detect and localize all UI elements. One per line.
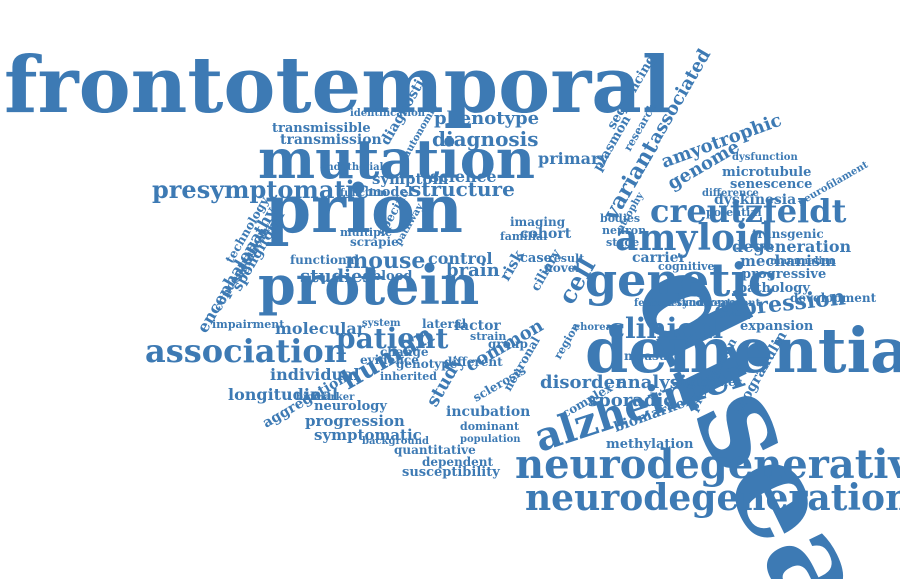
word-antibodies: antibodies <box>672 375 743 389</box>
word-difference: difference <box>702 188 759 199</box>
word-background: background <box>362 436 429 447</box>
word-mouse: mouse <box>345 248 425 274</box>
word-population: population <box>460 434 521 445</box>
word-pathology: pathology <box>738 281 810 296</box>
word-inherited: inherited <box>380 370 437 383</box>
word-analysis: analysis <box>616 372 697 393</box>
word-genotype: genotype <box>396 357 458 371</box>
word-amyloid: amyloid <box>615 217 774 259</box>
word-potential: potential <box>706 206 762 219</box>
word-senescence: senescence <box>730 177 812 192</box>
word-symptomatic: symptomatic <box>314 426 422 444</box>
word-neuron: neuron <box>602 224 646 237</box>
word-mutation: mutation <box>258 127 535 191</box>
word-symptom: symptom <box>372 170 448 188</box>
word-evidence: evidence <box>360 353 419 367</box>
word-individual: individual <box>270 365 360 384</box>
word-mammalian: mammalian <box>770 256 837 267</box>
word-neurology: neurology <box>314 399 387 414</box>
word-degeneration: degeneration <box>732 237 851 256</box>
word-control: control <box>428 249 493 268</box>
word-novel: novel <box>544 261 580 275</box>
word-sporadic: sporadic <box>588 390 674 411</box>
word-studies: studies <box>300 266 373 287</box>
word-molecular: molecular <box>275 319 366 338</box>
word-treatment: treatment <box>704 298 761 309</box>
word-case: case <box>520 251 552 266</box>
word-measure: measure <box>624 349 682 363</box>
word-presymptomatic: presymptomatic <box>152 175 369 204</box>
word-scrapie: scrapie <box>350 235 399 249</box>
word-strain: strain <box>470 330 506 343</box>
word-different: different <box>444 355 503 369</box>
word-impairment: impairment <box>212 318 285 331</box>
word-progression: progression <box>305 412 405 430</box>
word-development: development <box>790 291 877 305</box>
word-dyskinesia: dyskinesia <box>714 192 796 208</box>
word-patient: patient <box>336 322 448 355</box>
word-transgenic: transgenic <box>752 227 824 241</box>
word-microtubule: microtubule <box>722 165 811 180</box>
word-dependent: dependent <box>422 455 494 469</box>
word-carrier: carrier <box>632 250 687 266</box>
word-methylation: methylation <box>606 437 694 452</box>
word-familial: familial <box>500 230 547 243</box>
word-neurodegeneration: neurodegeneration <box>525 477 900 519</box>
word-multiple: multiple <box>340 226 392 239</box>
word-protein: protein <box>258 253 479 317</box>
word-phenotype: phenotype <box>434 108 539 129</box>
word-group: group <box>488 337 528 351</box>
word-science: science <box>430 167 497 186</box>
word-chorea: chorea <box>574 322 613 333</box>
word-incubation: incubation <box>446 404 530 420</box>
word-frontotemporal: frontotemporal <box>4 40 671 131</box>
word-functional: functional <box>290 253 360 267</box>
word-lateral: lateral <box>422 317 467 331</box>
word-clinical: clinical <box>608 312 723 345</box>
word-mechanism: mechanism <box>740 252 836 270</box>
word-bodies: bodies <box>600 212 640 225</box>
word-factor: factor <box>454 318 501 334</box>
word-prion: prion <box>265 170 463 248</box>
word-transmissible: transmissible <box>272 121 371 136</box>
word-cognitive: cognitive <box>658 260 715 273</box>
word-identification: identification <box>350 108 426 119</box>
word-longitudinal: longitudinal <box>228 385 338 404</box>
word-genetic: genetic <box>585 253 776 307</box>
word-neurodegenerative: neurodegenerative <box>515 441 900 488</box>
word-progressive: progressive <box>742 267 826 282</box>
word-transmission: transmission <box>280 132 382 148</box>
word-quantitative: quantitative <box>394 443 476 457</box>
word-endothelial: endothelial <box>320 162 384 173</box>
word-dominant: dominant <box>460 420 520 433</box>
word-biomarker: biomarker <box>296 392 355 403</box>
word-diagnosis: diagnosis <box>432 127 539 151</box>
word-association: association <box>145 332 347 370</box>
word-imaging: imaging <box>510 215 566 229</box>
word-syndrome: syndrome <box>676 296 736 309</box>
word-dementia: dementia <box>585 314 900 387</box>
word-stage: stage <box>606 236 639 249</box>
word-system: system <box>362 318 401 329</box>
word-result: result <box>548 252 585 265</box>
word-brain: brain <box>446 260 500 281</box>
word-feature: feature <box>634 298 675 309</box>
word-primary: primary <box>538 149 609 168</box>
word-function: function <box>340 188 388 199</box>
word-blood: blood <box>372 269 412 284</box>
word-cohort: cohort <box>520 226 572 242</box>
word-method: method <box>660 298 703 309</box>
word-dysfunction: dysfunction <box>732 152 798 163</box>
word-creutzfeldt: creutzfeldt <box>650 192 847 230</box>
word-structure: structure <box>410 177 515 201</box>
word-expansion: expansion <box>740 319 814 334</box>
word-susceptibility: susceptibility <box>402 465 500 480</box>
word-disorder: disorder <box>540 372 625 393</box>
word-change: change <box>380 345 429 359</box>
word-model: model <box>368 185 413 200</box>
